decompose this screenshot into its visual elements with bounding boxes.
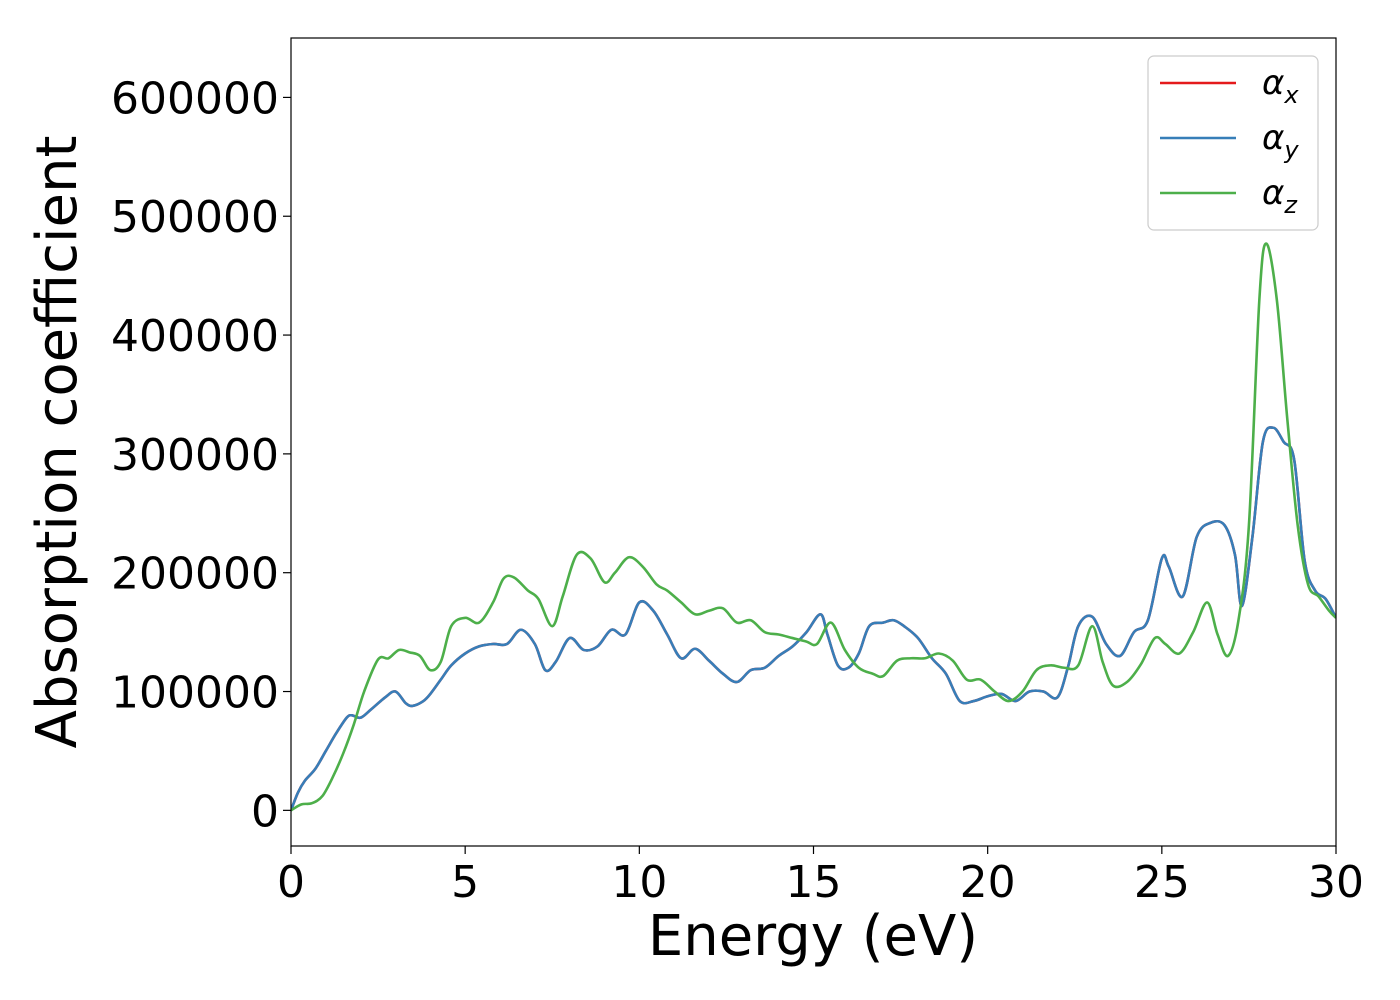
x-tick-label: 10 <box>611 857 667 908</box>
y-tick-label: 300000 <box>111 430 279 481</box>
x-tick-label: 20 <box>960 857 1016 908</box>
y-tick-label: 100000 <box>111 668 279 719</box>
legend-label-x: αx <box>1262 63 1299 109</box>
y-tick-label: 500000 <box>111 192 279 243</box>
x-axis-ticks: 0 5 10 15 20 25 30 <box>277 846 1364 908</box>
legend-items: αx αy αz <box>1160 63 1299 219</box>
x-axis-label: Energy (eV) <box>648 904 978 969</box>
plot-area <box>290 37 1337 847</box>
legend: αx αy αz <box>1147 55 1319 231</box>
series-layer <box>291 242 1336 812</box>
y-axis-label: Absorption coefficient <box>25 136 90 749</box>
series-line-z <box>291 242 1336 812</box>
y-tick-label: 0 <box>251 786 279 837</box>
x-tick-label: 25 <box>1134 857 1190 908</box>
series-line-y <box>291 426 1336 811</box>
y-axis-ticks: 0 100000 200000 300000 400000 500000 600000 <box>111 73 291 837</box>
x-tick-label: 0 <box>277 857 305 908</box>
y-tick-label: 600000 <box>111 73 279 124</box>
legend-label-z: αz <box>1262 173 1298 219</box>
y-tick-label: 200000 <box>111 549 279 600</box>
x-tick-label: 15 <box>786 857 842 908</box>
y-tick-label: 400000 <box>111 311 279 362</box>
legend-label-y: αy <box>1262 118 1299 164</box>
x-tick-label: 5 <box>451 857 479 908</box>
x-tick-label: 30 <box>1308 857 1364 908</box>
legend-box <box>1147 55 1319 231</box>
